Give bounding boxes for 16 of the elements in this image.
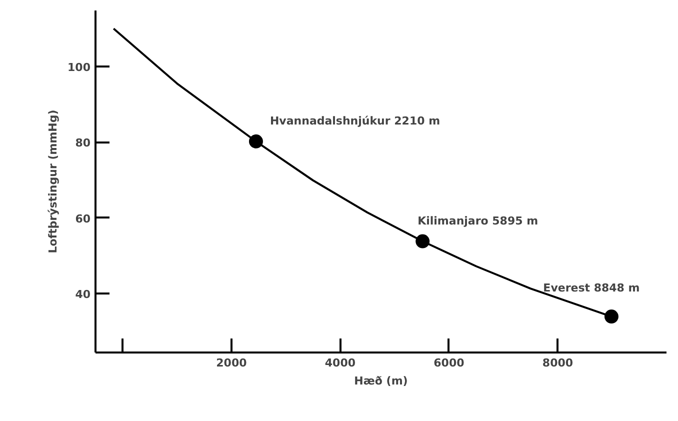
x-axis-title: Hæð (m) [354, 374, 408, 388]
y-tick-label: 100 [68, 60, 91, 74]
y-axis-title: Loftþrýstingur (mmHg) [46, 110, 60, 254]
x-tick-label: 4000 [324, 356, 356, 370]
annotation: Everest 8848 m [543, 282, 640, 295]
y-tick-label: 60 [75, 212, 91, 226]
y-tick-label: 40 [75, 288, 91, 301]
x-tick-label: 6000 [434, 356, 465, 370]
point [416, 234, 430, 248]
x-tick-label: 2000 [216, 356, 248, 370]
annotation: Kilimanjaro 5895 m [418, 214, 538, 228]
point [248, 134, 263, 148]
x-tick-label: 8000 [542, 356, 574, 370]
point [604, 310, 618, 324]
annotation: Hvannadalshnjúkur 2210 m [270, 114, 440, 128]
y-tick-label: 80 [75, 136, 91, 150]
